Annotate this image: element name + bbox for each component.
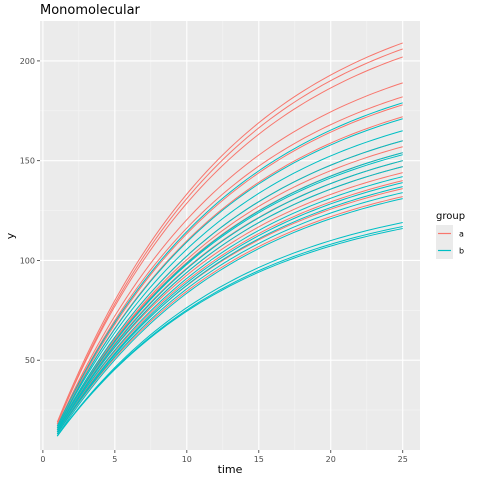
series-line-b (56, 160, 403, 433)
x-axis: 0 5 10 15 20 25 (40, 450, 408, 464)
legend-title: group (436, 211, 465, 222)
series-lines (56, 42, 403, 437)
y-tick-label: 200 (20, 57, 35, 66)
series-line-b (56, 166, 403, 433)
x-axis-title: time (218, 463, 243, 476)
series-line-b (56, 102, 403, 427)
series-line-a (56, 96, 403, 427)
x-tick-label: 25 (398, 455, 408, 464)
series-line-b (56, 186, 403, 435)
chart-title: Monomolecular (40, 3, 141, 18)
series-line-b (56, 140, 403, 431)
series-line-a (56, 196, 403, 435)
y-tick-label: 150 (20, 157, 35, 166)
series-line-b (56, 118, 403, 429)
series-line-a (56, 180, 403, 433)
legend-label-a: a (459, 230, 464, 239)
series-line-b (56, 182, 403, 435)
series-line-a (56, 48, 403, 425)
y-axis: 50 100 150 200 (20, 57, 40, 365)
series-line-a (56, 82, 403, 427)
series-line-b (56, 154, 403, 431)
x-tick-label: 5 (112, 455, 117, 464)
legend: group ab (436, 211, 465, 259)
series-line-b (56, 176, 403, 433)
y-tick-label: 50 (25, 356, 35, 365)
series-line-a (56, 56, 403, 425)
y-tick-label: 100 (20, 256, 35, 265)
series-line-b (56, 192, 403, 435)
series-line-b (56, 222, 403, 437)
y-axis-title: y (4, 232, 17, 239)
x-tick-label: 10 (182, 455, 192, 464)
series-line-a (56, 104, 403, 429)
series-line-b (56, 198, 403, 437)
series-line-b (56, 228, 403, 437)
series-line-b (56, 130, 403, 429)
x-tick-label: 20 (326, 455, 336, 464)
x-tick-label: 15 (254, 455, 264, 464)
legend-label-b: b (459, 247, 464, 256)
series-line-a (56, 42, 403, 423)
x-tick-label: 0 (40, 455, 45, 464)
